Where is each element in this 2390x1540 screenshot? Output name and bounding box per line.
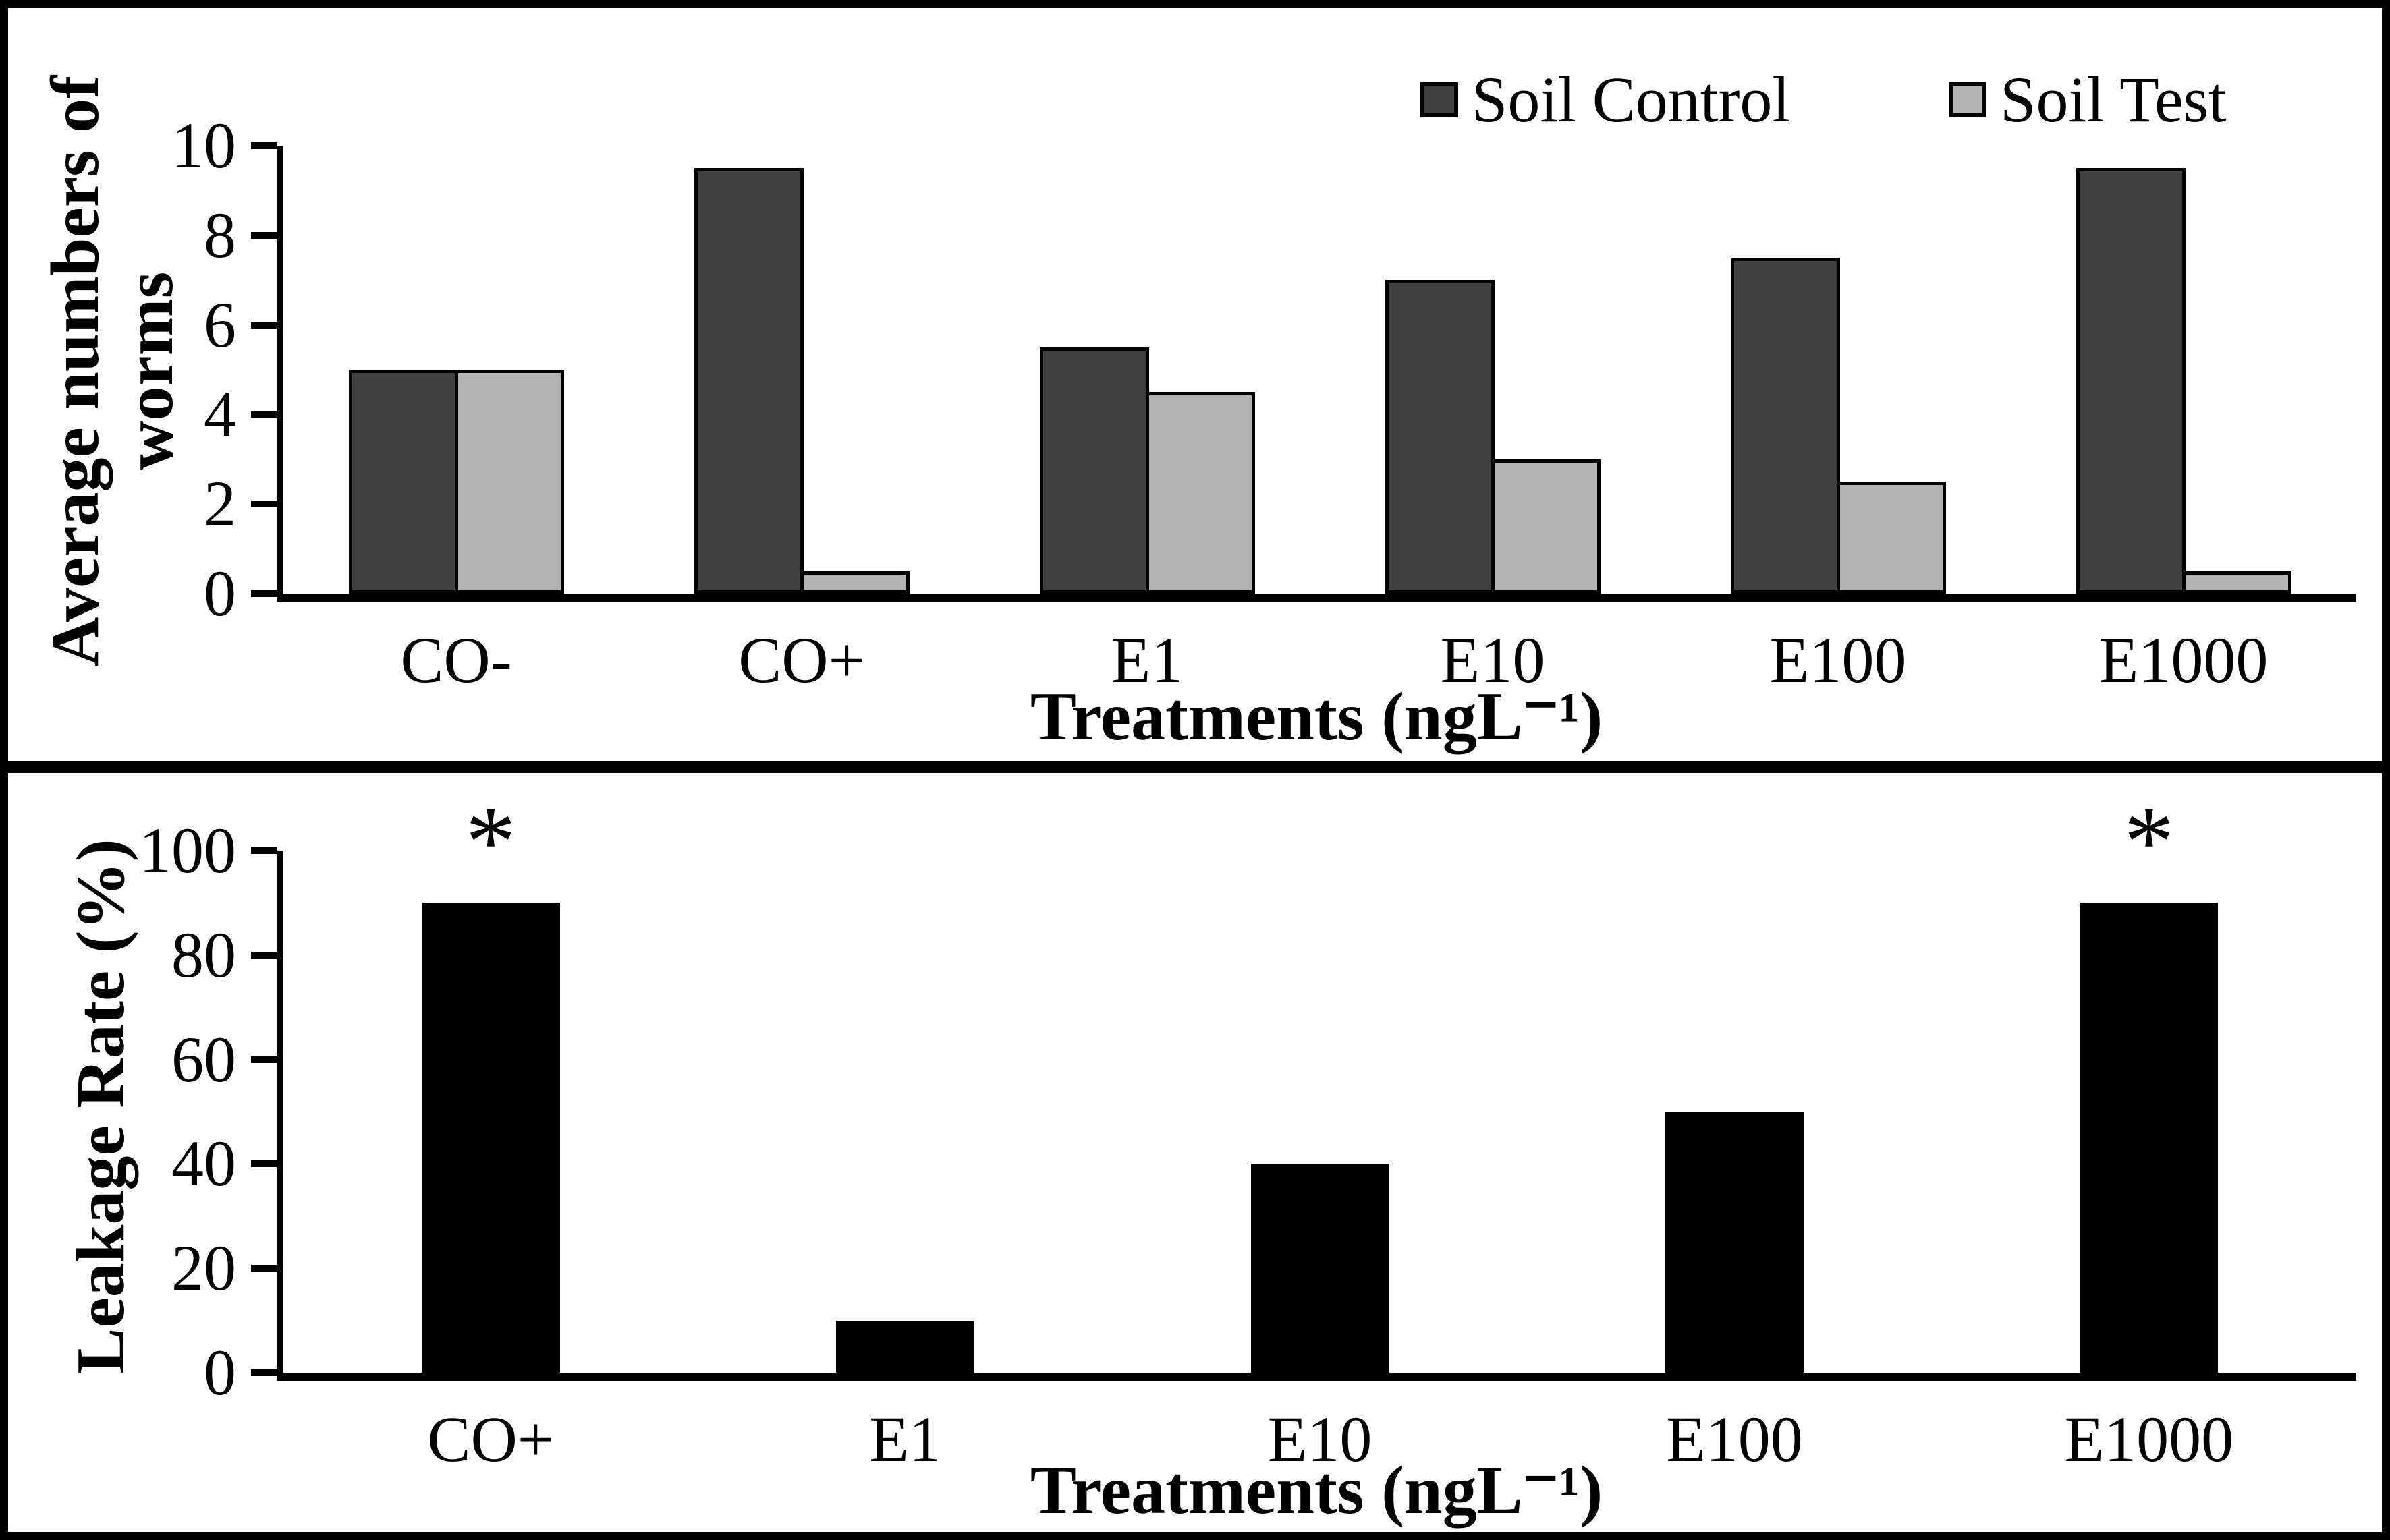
category-label: E1 bbox=[1111, 624, 1184, 696]
tick-mark bbox=[251, 231, 277, 239]
tick-mark bbox=[251, 847, 277, 854]
tick-mark bbox=[251, 501, 277, 508]
tick-mark bbox=[251, 590, 277, 597]
legend-item-soil-control: Soil Control bbox=[1420, 67, 1790, 132]
tick-mark bbox=[251, 1056, 277, 1063]
worms-plot-area: 0 2 4 6 8 10 CO- CO+ E1 E10 E100 E1000 bbox=[171, 113, 2356, 695]
bar-leakage-rate bbox=[836, 1320, 975, 1373]
bar-soil-test bbox=[2181, 571, 2291, 594]
category-label: E100 bbox=[1769, 624, 1907, 696]
tick-label: 80 bbox=[171, 918, 236, 991]
tick-label: 0 bbox=[204, 557, 236, 629]
bar-soil-test bbox=[1491, 459, 1601, 594]
tick-mark bbox=[251, 411, 277, 418]
legend-label-soil-test: Soil Test bbox=[2000, 63, 2227, 136]
legend-item-soil-test: Soil Test bbox=[1949, 67, 2227, 132]
category-label: CO+ bbox=[738, 624, 865, 696]
tick-mark bbox=[251, 1265, 277, 1272]
bar-leakage-rate bbox=[421, 903, 560, 1373]
tick-label: 20 bbox=[171, 1232, 236, 1305]
bar-leakage-rate bbox=[2080, 903, 2219, 1373]
category-label: E100 bbox=[1666, 1403, 1803, 1475]
bar-soil-control bbox=[1730, 258, 1840, 594]
tick-label: 2 bbox=[204, 467, 236, 540]
bar-leakage-rate bbox=[1665, 1112, 1804, 1373]
x-axis-title-worms: Treatments (ngL⁻¹) bbox=[1030, 679, 1603, 755]
tick-mark bbox=[251, 951, 277, 959]
legend-label-soil-control: Soil Control bbox=[1472, 63, 1791, 136]
tick-mark bbox=[251, 1160, 277, 1168]
tick-label: 10 bbox=[171, 109, 236, 181]
tick-mark bbox=[251, 321, 277, 329]
category-label: CO+ bbox=[427, 1403, 554, 1475]
legend: Soil Control Soil Test bbox=[1420, 67, 2227, 132]
tick-label: 0 bbox=[204, 1336, 236, 1408]
bar-soil-test bbox=[454, 370, 564, 594]
bar-soil-control bbox=[694, 168, 804, 594]
bar-soil-control bbox=[1039, 347, 1149, 594]
bar-leakage-rate bbox=[1250, 1164, 1389, 1373]
tick-mark bbox=[251, 142, 277, 149]
bar-soil-test bbox=[800, 571, 910, 594]
tick-label: 40 bbox=[171, 1127, 236, 1200]
category-label: E1000 bbox=[2099, 624, 2269, 696]
significance-asterisk: * bbox=[465, 786, 516, 899]
soil-control-swatch-icon bbox=[1420, 82, 1458, 117]
bar-soil-test bbox=[1836, 482, 1946, 594]
bar-soil-control bbox=[1385, 280, 1495, 594]
bar-soil-control bbox=[2076, 168, 2186, 594]
bar-soil-control bbox=[348, 370, 458, 594]
soil-test-swatch-icon bbox=[1949, 82, 1987, 117]
significance-asterisk: * bbox=[2123, 786, 2175, 899]
tick-label: 100 bbox=[139, 814, 236, 886]
category-label: CO- bbox=[400, 624, 512, 696]
tick-label: 4 bbox=[204, 378, 236, 451]
tick-label: 8 bbox=[204, 198, 236, 271]
category-label: E10 bbox=[1267, 1403, 1372, 1475]
x-axis-title-leakage: Treatments (ngL⁻¹) bbox=[1030, 1452, 1603, 1529]
category-label: E1 bbox=[869, 1403, 941, 1475]
bar-soil-test bbox=[1145, 392, 1255, 594]
category-label: E1000 bbox=[2064, 1403, 2234, 1475]
leakage-plot-area: 0 20 40 60 80 100 CO+ E1 E10 E100 E1000 * * bbox=[139, 791, 2356, 1475]
tick-label: 6 bbox=[204, 288, 236, 361]
tick-mark bbox=[251, 1369, 277, 1376]
panel-divider bbox=[0, 761, 2390, 773]
category-label: E10 bbox=[1440, 624, 1545, 696]
tick-label: 60 bbox=[171, 1023, 236, 1095]
